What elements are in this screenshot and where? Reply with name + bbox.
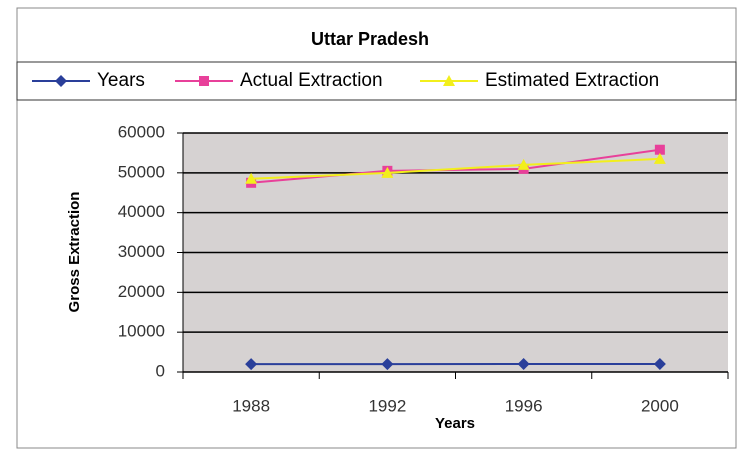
- y-tick-label: 10000: [118, 322, 165, 341]
- legend-box: [16, 61, 737, 101]
- x-tick-label: 2000: [641, 396, 679, 415]
- marker: [245, 172, 258, 184]
- marker: [517, 158, 530, 170]
- x-axis-title: Years: [435, 415, 475, 432]
- x-tick-label: 1992: [368, 396, 406, 415]
- marker: [653, 152, 666, 164]
- marker: [199, 76, 209, 86]
- y-tick-label: 30000: [118, 242, 165, 261]
- marker: [517, 358, 530, 371]
- series-line: [251, 157, 660, 180]
- marker: [55, 75, 67, 87]
- y-tick-label: 50000: [118, 162, 165, 181]
- y-tick-label: 40000: [118, 202, 165, 221]
- legend-label: Actual Extraction: [240, 70, 383, 91]
- y-tick-label: 0: [156, 361, 165, 380]
- marker: [443, 75, 455, 86]
- marker: [654, 144, 665, 155]
- marker: [381, 358, 394, 371]
- chart-title: Uttar Pradesh: [311, 29, 429, 49]
- legend-label: Years: [97, 70, 145, 91]
- x-tick-label: 1988: [232, 396, 270, 415]
- y-tick-label: 20000: [118, 282, 165, 301]
- marker: [245, 358, 258, 371]
- legend-label: Estimated Extraction: [485, 70, 659, 91]
- y-tick-label: 60000: [118, 122, 165, 141]
- marker: [653, 358, 666, 371]
- x-tick-label: 1996: [505, 396, 543, 415]
- marker: [381, 166, 394, 178]
- y-axis-title: Gross Extraction: [66, 192, 83, 313]
